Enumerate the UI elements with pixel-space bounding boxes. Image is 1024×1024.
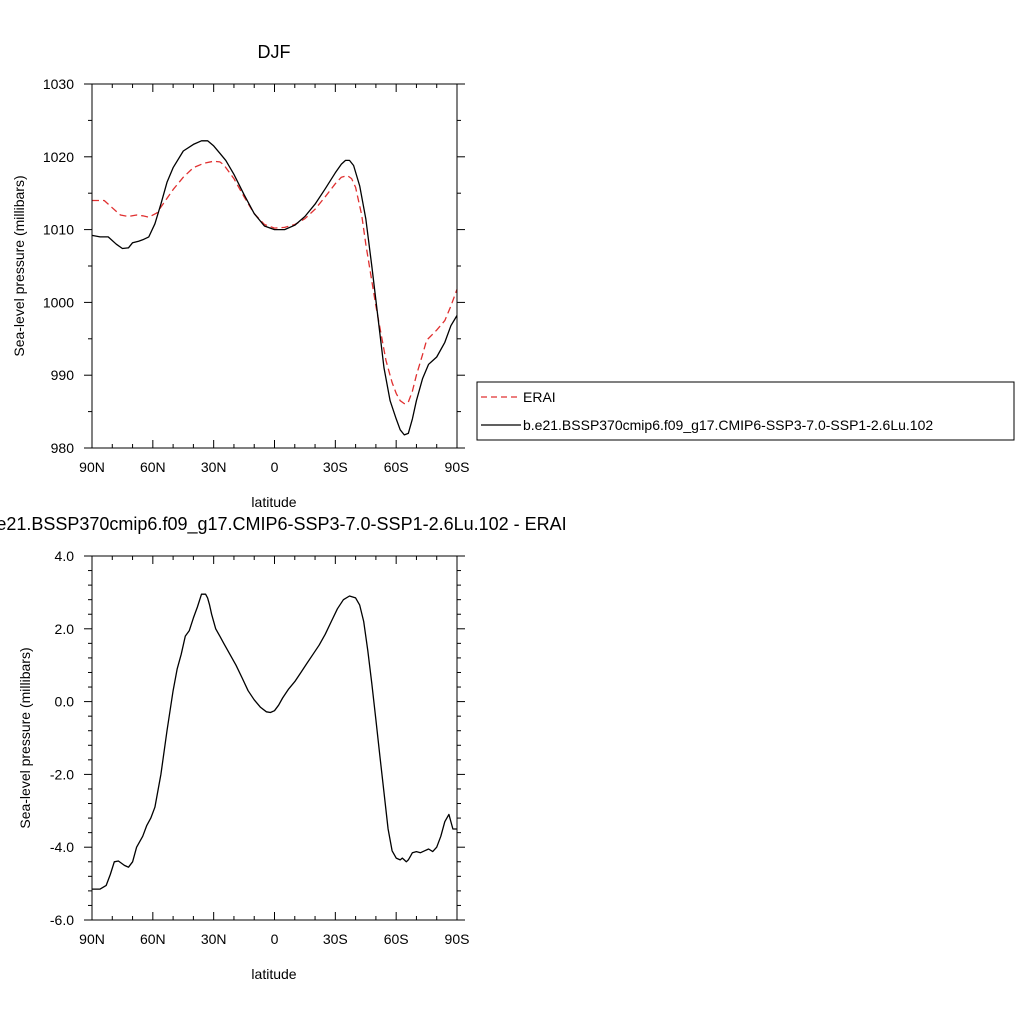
top-x-tick-label: 30S bbox=[323, 459, 348, 475]
top-x-tick-label: 30N bbox=[201, 459, 227, 475]
top-x-tick-label: 0 bbox=[271, 459, 279, 475]
bottom-x-tick-label: 0 bbox=[271, 931, 279, 947]
top-x-tick-label: 60S bbox=[384, 459, 409, 475]
top-x-tick-label: 90S bbox=[445, 459, 470, 475]
top-series-line-model bbox=[91, 140, 458, 436]
bottom-x-tick-label: 60S bbox=[384, 931, 409, 947]
top-y-tick-label: 1010 bbox=[43, 222, 74, 238]
top-series-line-erai bbox=[92, 160, 458, 405]
legend-label-model: b.e21.BSSP370cmip6.f09_g17.CMIP6-SSP3-7.… bbox=[523, 417, 933, 433]
top-y-tick-label: 1030 bbox=[43, 76, 74, 92]
legend-box bbox=[476, 381, 1015, 441]
top-x-tick-label: 90N bbox=[79, 459, 105, 475]
bottom-x-tick-label: 90S bbox=[445, 931, 470, 947]
top-y-tick-label: 1020 bbox=[43, 149, 74, 165]
bottom-axis-ticks: 90N 60N 30N 0 30S 60S 90S -6.0 -4.0 -2.0 0.0 2.0 4.0 bbox=[50, 548, 470, 947]
top-y-tick-label: 1000 bbox=[43, 294, 74, 310]
bottom-x-tick-label: 30N bbox=[201, 931, 227, 947]
bottom-y-tick-label: -2.0 bbox=[50, 766, 74, 782]
top-y-axis-label: Sea-level pressure (millibars) bbox=[11, 175, 27, 356]
bottom-y-tick-label: -6.0 bbox=[50, 912, 74, 928]
top-chart-title: DJF bbox=[258, 42, 291, 62]
bottom-x-axis-label: latitude bbox=[251, 966, 296, 982]
bottom-y-tick-label: -4.0 bbox=[50, 839, 74, 855]
top-plot-frame bbox=[91, 83, 458, 449]
top-x-axis-label: latitude bbox=[251, 494, 296, 510]
bottom-y-tick-label: 2.0 bbox=[55, 621, 75, 637]
bottom-y-tick-label: 4.0 bbox=[55, 548, 75, 564]
top-axis-ticks: 90N 60N 30N 0 30S 60S 90S 980 990 1000 1010 1020 103… bbox=[43, 76, 470, 475]
bottom-panel: b.e21.BSSP370cmip6.f09_g17.CMIP6-SSP3-7.… bbox=[0, 514, 567, 982]
legend: ERAI b.e21.BSSP370cmip6.f09_g17.CMIP6-SS… bbox=[476, 381, 1015, 441]
bottom-chart-title: b.e21.BSSP370cmip6.f09_g17.CMIP6-SSP3-7.… bbox=[0, 514, 567, 535]
bottom-x-tick-label: 30S bbox=[323, 931, 348, 947]
top-panel: DJF Sea-level pressure (millibars) latit… bbox=[11, 42, 469, 510]
top-series-lines bbox=[91, 140, 458, 436]
bottom-x-tick-label: 60N bbox=[140, 931, 166, 947]
bottom-y-axis-label: Sea-level pressure (millibars) bbox=[17, 647, 33, 828]
bottom-y-tick-label: 0.0 bbox=[55, 694, 75, 710]
bottom-plot-frame bbox=[91, 555, 458, 921]
bottom-series-lines bbox=[92, 593, 457, 890]
top-x-tick-label: 60N bbox=[140, 459, 166, 475]
legend-label-erai: ERAI bbox=[523, 389, 556, 405]
top-y-tick-label: 990 bbox=[51, 367, 75, 383]
bottom-series-line-difference bbox=[92, 593, 457, 890]
top-y-tick-label: 980 bbox=[51, 440, 75, 456]
bottom-x-tick-label: 90N bbox=[79, 931, 105, 947]
